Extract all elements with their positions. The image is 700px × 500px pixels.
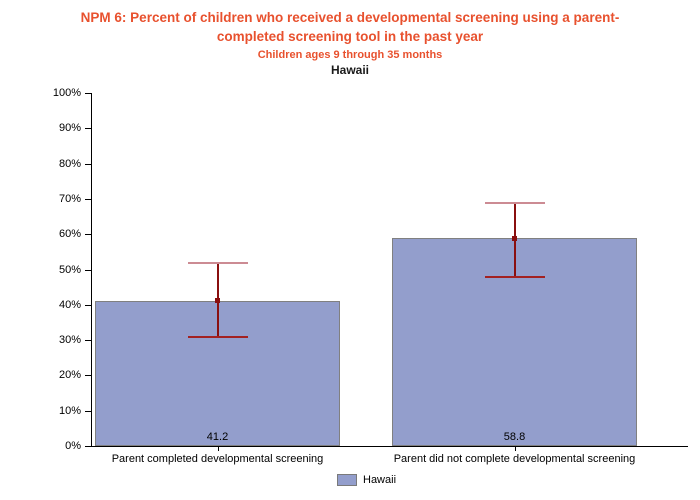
chart-subtitle: Children ages 9 through 35 months — [257, 49, 443, 61]
bar-value-label: 41.2 — [206, 431, 229, 443]
x-tick-mark — [217, 447, 219, 451]
legend: Hawaii — [337, 474, 396, 486]
error-bar-cap-bottom — [484, 275, 545, 278]
y-tick-mark — [85, 128, 91, 130]
y-tick-label: 50% — [58, 263, 81, 276]
category-label: Parent did not complete developmental sc… — [393, 453, 636, 465]
y-tick-mark — [85, 93, 91, 94]
y-tick-mark — [85, 410, 91, 412]
y-tick-label: 30% — [58, 334, 81, 347]
bar-value-label: 58.8 — [503, 431, 526, 443]
y-tick-mark — [85, 340, 91, 342]
title-block: NPM 6: Percent of children who received … — [50, 8, 650, 77]
error-bar-mean-marker — [215, 298, 220, 304]
legend-label-hawaii: Hawaii — [363, 474, 397, 486]
y-tick-mark — [85, 304, 91, 306]
y-tick-label: 0% — [65, 440, 81, 452]
y-tick-mark — [85, 198, 91, 200]
error-bar-mean-marker — [512, 235, 517, 241]
error-bar-cap-bottom — [187, 335, 248, 338]
y-tick-label: 20% — [58, 369, 81, 382]
y-tick-mark — [85, 163, 91, 165]
error-bar-cap-top — [187, 262, 248, 265]
error-bar-cap-top — [484, 201, 545, 204]
x-axis — [91, 446, 688, 447]
y-tick-label: 90% — [58, 122, 81, 135]
y-tick-label: 100% — [52, 87, 81, 99]
chart-title: NPM 6: Percent of children who received … — [80, 10, 620, 44]
legend-swatch-hawaii — [337, 474, 357, 486]
y-tick-mark — [85, 269, 91, 271]
chart-region-title: Hawaii — [330, 63, 369, 77]
x-tick-mark — [514, 447, 516, 451]
y-tick-label: 80% — [58, 157, 81, 170]
y-tick-mark — [85, 375, 91, 377]
y-tick-mark — [85, 234, 91, 236]
y-tick-label: 40% — [58, 298, 81, 311]
category-label: Parent completed developmental screening — [111, 453, 324, 465]
y-tick-label: 70% — [58, 192, 81, 205]
y-tick-label: 60% — [58, 228, 81, 241]
y-axis — [91, 93, 92, 446]
y-tick-mark — [85, 446, 91, 447]
y-tick-label: 10% — [58, 404, 81, 417]
